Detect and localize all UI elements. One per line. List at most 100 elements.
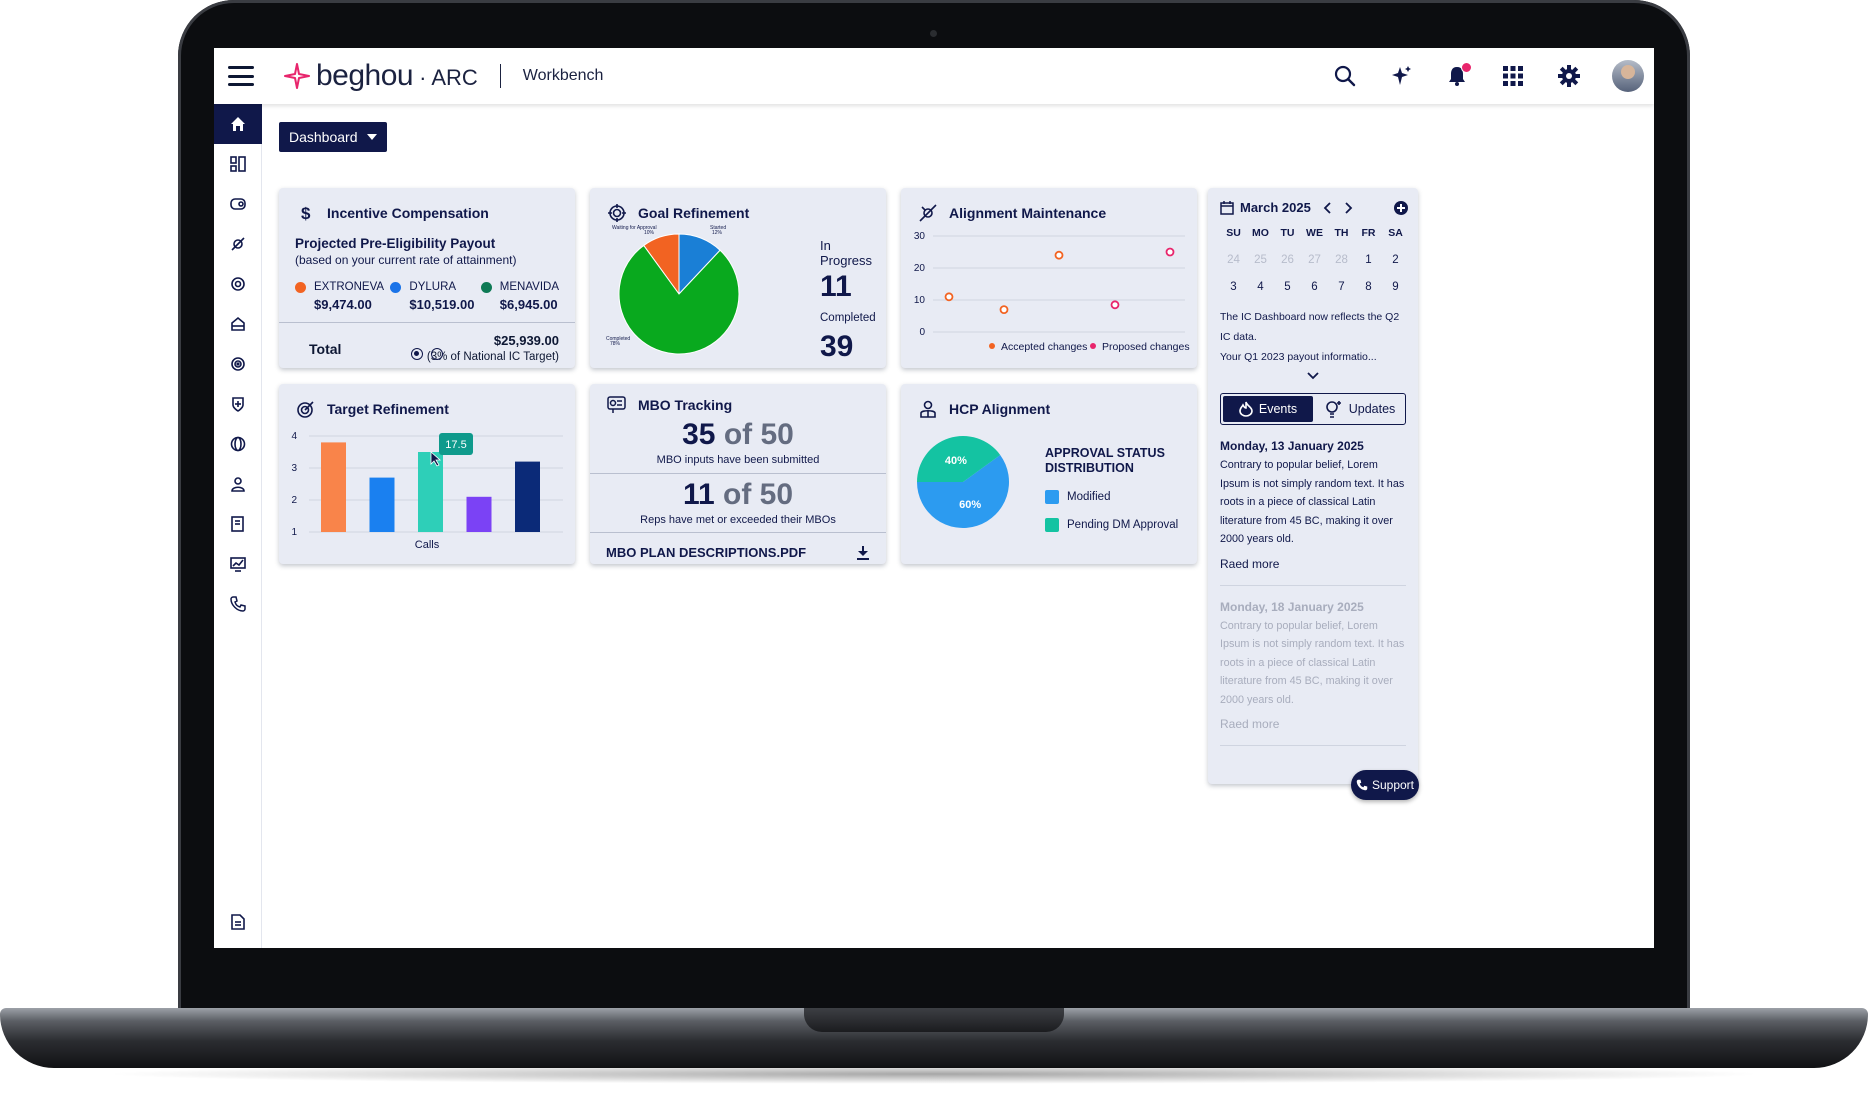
legend-proposed-label: Proposed changes: [1102, 341, 1190, 353]
alignment-icon[interactable]: [214, 224, 262, 264]
top-icons: [1332, 60, 1644, 92]
search-icon[interactable]: [1332, 63, 1358, 89]
home-icon[interactable]: [214, 104, 262, 144]
calendar-day[interactable]: 7: [1338, 281, 1345, 293]
goal-refinement-card: Goal Refinement Waiting for Approval 10%…: [590, 188, 886, 368]
gear-icon[interactable]: [1556, 63, 1582, 89]
events-updates-toggle: Events Updates: [1220, 393, 1406, 425]
chevron-right-icon[interactable]: [1343, 201, 1353, 214]
cursor-pointer: [430, 451, 442, 467]
scatter-point[interactable]: [999, 305, 1009, 314]
dashboard-dropdown[interactable]: Dashboard: [279, 122, 387, 152]
pie-slice-3[interactable]: [618, 244, 740, 355]
report-icon[interactable]: [214, 504, 262, 544]
pie-slice-2[interactable]: [917, 436, 1001, 482]
product-name: DYLURA: [409, 281, 457, 293]
mbo-file-label[interactable]: MBO PLAN DESCRIPTIONS.PDF: [606, 545, 807, 560]
calendar-day[interactable]: 25: [1254, 254, 1267, 266]
target-icon[interactable]: [214, 344, 262, 384]
scatter-point[interactable]: [1165, 247, 1175, 257]
card-title: HCP Alignment: [949, 401, 1051, 417]
calendar-header: March 2025: [1208, 188, 1418, 215]
territory-icon[interactable]: [214, 304, 262, 344]
scatter-point[interactable]: [1054, 250, 1064, 260]
calendar-day[interactable]: 27: [1308, 254, 1321, 266]
legend-swatch: [1045, 518, 1059, 532]
calendar-day[interactable]: 28: [1335, 254, 1348, 266]
pie-label-completed-pct: 78%: [610, 341, 621, 347]
add-event-icon[interactable]: [1394, 200, 1408, 215]
pager-dot-1[interactable]: [411, 348, 423, 360]
target-refinement-card: Target Refinement 4 3 2 1 Calls 17.5: [279, 384, 575, 564]
target-bar-chart: 4 3 2 1 Calls 17.5: [291, 431, 563, 551]
alignment-maintenance-card: Alignment Maintenance 30 20 10 0 Accepte…: [901, 188, 1197, 368]
mbo-reps: 11 of 50 Reps have met or exceeded their…: [590, 478, 886, 526]
laptop-shadow: [100, 1064, 1768, 1084]
analytics-icon[interactable]: [214, 544, 262, 584]
calendar-day[interactable]: 2: [1392, 254, 1399, 266]
avatar[interactable]: [1612, 60, 1644, 92]
note-line-1: The IC Dashboard now reflects the Q2 IC …: [1220, 311, 1400, 343]
divider: [279, 322, 575, 323]
read-more-link[interactable]: Raed more: [1220, 717, 1280, 731]
bar-tooltip: 17.5: [439, 433, 473, 455]
support-button[interactable]: Support: [1351, 770, 1419, 800]
goal-icon[interactable]: [214, 264, 262, 304]
y-tick-label: 1: [291, 527, 297, 538]
incentive-icon[interactable]: [214, 184, 262, 224]
bar[interactable]: [369, 477, 395, 532]
pie-slice-1[interactable]: [917, 454, 1009, 528]
left-sidebar: [214, 104, 262, 948]
apps-grid-icon[interactable]: [1500, 63, 1526, 89]
ai-sparkle-icon[interactable]: [1388, 63, 1414, 89]
event-text: Contrary to popular belief, Lorem Ipsum …: [1220, 619, 1405, 706]
bar[interactable]: [418, 452, 443, 532]
bar[interactable]: [321, 442, 346, 532]
day-name: TU: [1280, 227, 1295, 239]
calendar-day[interactable]: 4: [1257, 281, 1264, 293]
calendar-day[interactable]: 9: [1392, 281, 1399, 293]
scatter-point[interactable]: [1110, 300, 1120, 310]
bar[interactable]: [515, 461, 540, 532]
logo[interactable]: beghou · ARC: [284, 59, 478, 93]
menu-icon[interactable]: [228, 66, 254, 86]
svg-text:$: $: [301, 204, 311, 222]
note-line-2: Your Q1 2023 payout informatio...: [1220, 351, 1377, 363]
pager-dot-2[interactable]: [431, 348, 443, 360]
expand-note[interactable]: [1208, 367, 1418, 381]
calendar-day[interactable]: 8: [1365, 281, 1372, 293]
dashboard-icon[interactable]: [214, 144, 262, 184]
mbo-file-row[interactable]: MBO PLAN DESCRIPTIONS.PDF: [590, 545, 886, 560]
calendar-day[interactable]: 3: [1230, 281, 1237, 293]
user-icon[interactable]: [214, 464, 262, 504]
scatter-point[interactable]: [944, 292, 954, 302]
bar[interactable]: [466, 496, 492, 532]
bell-icon[interactable]: [1444, 62, 1472, 89]
product-item: MENAVIDA $6,945.00: [480, 281, 559, 312]
tab-events[interactable]: Events: [1223, 396, 1313, 422]
download-icon[interactable]: [856, 545, 870, 560]
in-progress-value: 11: [820, 270, 852, 303]
chevron-left-icon[interactable]: [1323, 201, 1333, 214]
chevron-down-icon[interactable]: [1307, 372, 1319, 380]
call-icon[interactable]: [214, 584, 262, 624]
goal-target-icon: [295, 398, 317, 420]
main-content: Dashboard $ Incentive Compensation Proje…: [262, 104, 1654, 948]
calendar-day[interactable]: 5: [1284, 281, 1291, 293]
document-icon[interactable]: [214, 902, 262, 942]
tab-updates[interactable]: Updates: [1315, 394, 1405, 424]
hcp-icon[interactable]: [214, 384, 262, 424]
total-label: Total: [309, 341, 342, 357]
calendar-day[interactable]: 6: [1311, 281, 1318, 293]
calendar-day[interactable]: 24: [1227, 254, 1240, 266]
globe-icon[interactable]: [214, 424, 262, 464]
screen: beghou · ARC Workbench: [214, 48, 1654, 948]
card-title: Target Refinement: [327, 401, 449, 417]
read-more-link[interactable]: Raed more: [1220, 556, 1280, 571]
calendar-day[interactable]: 26: [1281, 254, 1294, 266]
dashboard-dropdown-label: Dashboard: [289, 129, 358, 145]
event-date: Monday, 13 January 2025: [1220, 439, 1364, 453]
chart-grid: [933, 235, 1185, 333]
product-dot: [390, 281, 402, 293]
calendar-day[interactable]: 1: [1365, 254, 1372, 266]
